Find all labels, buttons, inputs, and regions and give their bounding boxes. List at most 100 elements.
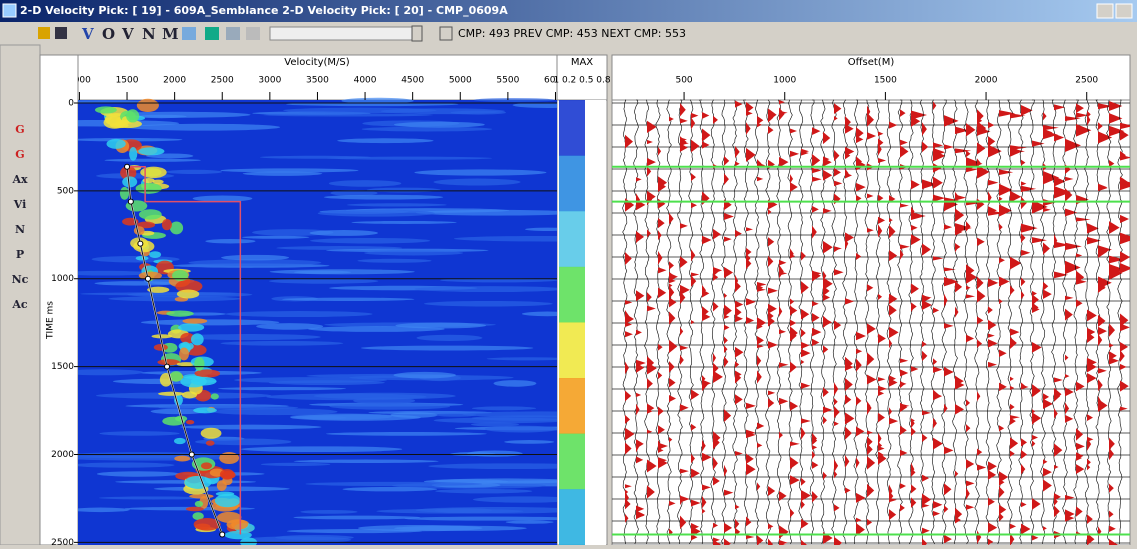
minimize-button[interactable]	[1097, 4, 1113, 18]
semblance-peak	[186, 420, 194, 424]
semblance-peak	[226, 519, 248, 529]
semblance-streak	[242, 236, 309, 239]
close-button[interactable]	[1116, 4, 1132, 18]
semblance-streak	[221, 255, 289, 261]
semblance-streak	[450, 111, 506, 115]
velocity-pick[interactable]	[189, 452, 194, 457]
app-window: 2-D Velocity Pick: [ 19] - 609A_Semblanc…	[0, 0, 1137, 545]
semblance-peak	[195, 501, 203, 507]
semblance-streak	[290, 414, 421, 421]
sidebar-button[interactable]: Ac	[11, 298, 28, 311]
sidebar-button[interactable]: G	[15, 123, 24, 136]
semblance-streak	[493, 380, 536, 387]
semblance-peak	[193, 407, 217, 413]
velocity-pick[interactable]	[138, 241, 143, 246]
semblance-peak	[225, 531, 252, 539]
semblance-peak	[149, 251, 161, 258]
velocity-pick[interactable]	[165, 364, 170, 369]
toolbar-button[interactable]: V	[121, 25, 134, 43]
y-tick-label: 1500	[51, 362, 74, 372]
semblance-peak	[174, 456, 190, 462]
velocity-pick[interactable]	[125, 164, 130, 169]
slider[interactable]	[270, 27, 420, 40]
toolbar-button[interactable]: N	[142, 25, 156, 43]
velocity-pick[interactable]	[220, 532, 225, 537]
semblance-peak	[166, 310, 194, 316]
semblance-streak	[358, 525, 482, 531]
semblance-peak	[136, 183, 162, 194]
semblance-streak	[324, 195, 443, 200]
semblance-streak	[305, 482, 482, 486]
semblance-peak	[162, 219, 172, 230]
semblance-streak	[294, 460, 439, 464]
sidebar-button[interactable]: Vi	[13, 198, 27, 211]
semblance-streak	[261, 463, 331, 466]
semblance-streak	[269, 380, 385, 385]
time-axis	[40, 55, 78, 545]
velocity-pick[interactable]	[145, 276, 150, 281]
semblance-streak	[357, 259, 431, 263]
semblance-streak	[504, 440, 554, 444]
semblance-peak	[178, 323, 204, 332]
x-tick-label: 4500	[401, 76, 424, 86]
energy-cover	[585, 100, 606, 545]
x-tick-label: 4000	[354, 76, 377, 86]
sidebar-button[interactable]: Ax	[11, 173, 28, 186]
velocity-pick[interactable]	[128, 199, 133, 204]
max-title: MAX	[571, 57, 593, 68]
semblance-streak	[435, 489, 532, 493]
semblance-streak	[404, 517, 578, 521]
semblance-streak	[435, 413, 476, 416]
semblance-streak	[166, 170, 223, 174]
semblance-streak	[220, 168, 358, 172]
tool-icon[interactable]	[246, 27, 260, 40]
semblance-peak	[194, 357, 204, 371]
toolbar-button[interactable]: M	[162, 25, 179, 43]
toolbar-button[interactable]: V	[81, 25, 94, 43]
semblance-streak	[141, 319, 279, 325]
x-tick-label: 3500	[306, 76, 329, 86]
semblance-streak	[474, 98, 554, 102]
tool-icon[interactable]	[205, 27, 219, 40]
semblance-streak	[95, 281, 177, 285]
open-icon[interactable]	[38, 27, 50, 39]
x-tick-label: 5000	[449, 76, 472, 86]
tool-icon[interactable]	[182, 27, 196, 40]
semblance-peak	[170, 222, 183, 235]
save-icon[interactable]	[55, 27, 67, 39]
sidebar-button[interactable]: P	[16, 248, 24, 261]
semblance-streak	[351, 221, 456, 224]
x-tick-label: 3000	[258, 76, 281, 86]
sidebar-button[interactable]: Nc	[12, 273, 29, 286]
next-button[interactable]	[440, 27, 452, 40]
semblance-peak	[107, 139, 126, 149]
semblance-streak	[282, 298, 415, 301]
semblance-peak	[191, 333, 204, 345]
toolbar-button[interactable]: O	[102, 25, 115, 43]
sidebar	[0, 45, 40, 545]
semblance-peak	[174, 438, 186, 444]
semblance-streak	[416, 210, 578, 216]
semblance-peak	[211, 393, 219, 399]
semblance-streak	[318, 210, 435, 217]
semblance-peak	[217, 480, 227, 491]
semblance-peak	[182, 318, 207, 323]
semblance-streak	[414, 286, 565, 292]
x-tick-label: 1000	[773, 76, 796, 86]
semblance-peak	[136, 256, 149, 260]
semblance-peak	[140, 167, 167, 178]
semblance-streak	[241, 446, 402, 452]
semblance-streak	[394, 122, 485, 128]
semblance-streak	[269, 278, 378, 283]
tool-icon[interactable]	[226, 27, 240, 40]
semblance-streak	[329, 180, 401, 187]
semblance-streak	[71, 508, 129, 513]
slider-thumb[interactable]	[412, 26, 422, 41]
y-tick-label: 0	[68, 98, 74, 108]
semblance-peak	[177, 290, 199, 299]
sidebar-button[interactable]: N	[15, 223, 25, 236]
window-title: 2-D Velocity Pick: [ 19] - 609A_Semblanc…	[20, 4, 508, 17]
sidebar-button[interactable]: G	[15, 148, 24, 161]
x-tick-label: 2500	[1075, 76, 1098, 86]
semblance-peak	[184, 476, 211, 489]
